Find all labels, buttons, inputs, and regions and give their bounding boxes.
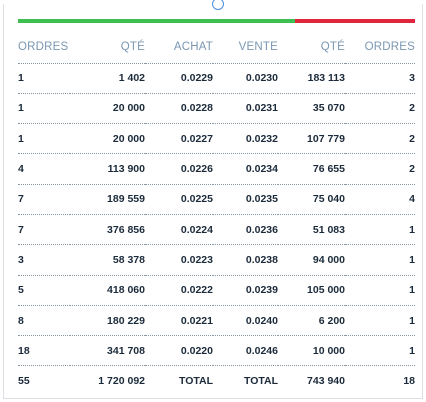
bid-price-cell: 0.0229 [145, 63, 213, 94]
header-bid-quantity[interactable]: QTÉ [70, 31, 145, 64]
ask-orders-cell: 3 [345, 63, 415, 94]
bid-quantity-cell: 341 708 [70, 335, 145, 367]
ask-volume-bar [295, 19, 415, 23]
ask-price-cell: 0.0230 [213, 63, 278, 94]
bid-price-cell: 0.0228 [145, 93, 213, 125]
ask-quantity-cell: 10 000 [278, 335, 345, 367]
bid-orders-cell: 5 [18, 275, 70, 306]
bid-orders-cell: 8 [18, 305, 70, 337]
total-bid-quantity-cell: 1 720 092 [98, 375, 145, 388]
ask-price-cell: 0.0234 [213, 153, 278, 185]
bid-price-cell: 0.0221 [145, 305, 213, 337]
header-bid-price[interactable]: ACHAT [145, 31, 213, 64]
table-row: 7 376 856 0.0224 0.0236 51 083 1 [18, 214, 415, 246]
bid-quantity-cell: 20 000 [70, 123, 145, 155]
table-row: 8 180 229 0.0221 0.0240 6 200 1 [18, 305, 415, 337]
header-bid-orders[interactable]: ORDRES [18, 31, 70, 64]
bid-price-cell: 0.0220 [145, 335, 213, 367]
table-row: 1 20 000 0.0228 0.0231 35 070 2 [18, 93, 415, 125]
total-ask-quantity-cell: 743 940 [307, 375, 345, 388]
ask-price-cell: 0.0238 [213, 244, 278, 276]
bid-volume-bar [18, 19, 295, 23]
header-ask-price[interactable]: VENTE [213, 31, 278, 64]
ask-quantity-cell: 76 655 [278, 153, 345, 185]
bid-orders-cell: 1 [18, 93, 70, 125]
bid-quantity-cell: 418 060 [70, 275, 145, 306]
ask-orders-cell: 2 [345, 153, 415, 185]
ask-price-cell: 0.0232 [213, 123, 278, 155]
bid-quantity-cell: 189 559 [70, 184, 145, 215]
ask-price-cell: 0.0236 [213, 214, 278, 246]
ask-orders-cell: 1 [345, 214, 415, 246]
bid-price-cell: 0.0223 [145, 244, 213, 276]
total-row: 55 1 720 092 TOTAL TOTAL 743 940 18 [18, 366, 415, 396]
bid-orders-cell: 1 [18, 123, 70, 155]
ask-orders-cell: 2 [345, 93, 415, 125]
ask-quantity-cell: 105 000 [278, 275, 345, 306]
table-row: 18 341 708 0.0220 0.0246 10 000 1 [18, 335, 415, 367]
ask-orders-cell: 1 [345, 335, 415, 367]
ask-quantity-cell: 107 779 [278, 123, 345, 155]
header-row: ORDRES QTÉ ACHAT VENTE QTÉ ORDRES [18, 31, 415, 64]
ask-quantity-cell: 94 000 [278, 244, 345, 276]
ask-quantity-cell: 75 040 [278, 184, 345, 215]
total-ask-price-cell: TOTAL [243, 375, 278, 388]
ask-price-cell: 0.0246 [213, 335, 278, 367]
table-row: 3 58 378 0.0223 0.0238 94 000 1 [18, 244, 415, 276]
bid-orders-cell: 7 [18, 214, 70, 246]
table-row: 1 20 000 0.0227 0.0232 107 779 2 [18, 123, 415, 155]
ask-orders-cell: 4 [345, 184, 415, 215]
ask-orders-cell: 1 [345, 244, 415, 276]
table-row: 7 189 559 0.0225 0.0235 75 040 4 [18, 184, 415, 215]
bid-orders-cell: 1 [18, 63, 70, 94]
bid-price-cell: 0.0222 [145, 275, 213, 306]
bid-orders-cell: 7 [18, 184, 70, 215]
bid-quantity-cell: 113 900 [70, 153, 145, 185]
total-bid-orders-cell: 55 [18, 375, 30, 388]
ask-orders-cell: 2 [345, 123, 415, 155]
table-row: 5 418 060 0.0222 0.0239 105 000 1 [18, 275, 415, 306]
info-circle-icon[interactable] [212, 0, 224, 10]
ask-quantity-cell: 51 083 [278, 214, 345, 246]
ask-price-cell: 0.0240 [213, 305, 278, 337]
ask-quantity-cell: 183 113 [278, 63, 345, 94]
bid-quantity-cell: 1 402 [70, 63, 145, 94]
total-ask-orders-cell: 18 [403, 375, 415, 388]
bid-orders-cell: 3 [18, 244, 70, 276]
ask-quantity-cell: 6 200 [278, 305, 345, 337]
ask-orders-cell: 1 [345, 305, 415, 337]
bid-price-cell: 0.0225 [145, 184, 213, 215]
bid-orders-cell: 18 [18, 335, 70, 367]
order-book-panel [3, 0, 423, 399]
ask-price-cell: 0.0239 [213, 275, 278, 306]
bid-price-cell: 0.0224 [145, 214, 213, 246]
bid-quantity-cell: 180 229 [70, 305, 145, 337]
bid-quantity-cell: 58 378 [70, 244, 145, 276]
ask-price-cell: 0.0235 [213, 184, 278, 215]
bid-quantity-cell: 20 000 [70, 93, 145, 125]
ask-quantity-cell: 35 070 [278, 93, 345, 125]
ask-price-cell: 0.0231 [213, 93, 278, 125]
header-ask-orders[interactable]: ORDRES [345, 31, 415, 64]
bid-orders-cell: 4 [18, 153, 70, 185]
total-bid-price-cell: TOTAL [178, 375, 213, 388]
table-row: 4 113 900 0.0226 0.0234 76 655 2 [18, 153, 415, 185]
bid-price-cell: 0.0226 [145, 153, 213, 185]
header-ask-quantity[interactable]: QTÉ [278, 31, 345, 64]
bid-price-cell: 0.0227 [145, 123, 213, 155]
bid-quantity-cell: 376 856 [70, 214, 145, 246]
ask-orders-cell: 1 [345, 275, 415, 306]
